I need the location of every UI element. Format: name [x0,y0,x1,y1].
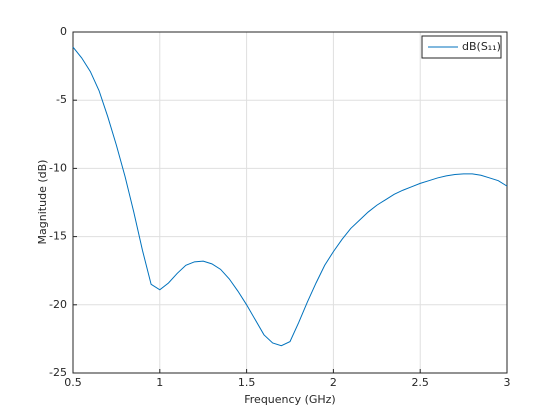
y-tick-label: 0 [60,25,67,38]
x-tick-label: 2 [330,376,337,389]
x-tick-label: 0.5 [64,376,82,389]
x-tick-label: 1.5 [238,376,256,389]
y-tick-label: -10 [49,161,67,174]
axes-box [72,31,508,374]
y-tick-label: -5 [56,93,67,106]
x-tick-label: 2.5 [411,376,429,389]
x-tick-label: 1 [156,376,163,389]
data-line [72,46,508,347]
y-tick-label: -20 [49,298,67,311]
y-tick-label: -25 [49,366,67,379]
plot-area [73,32,507,373]
y-tick-label: -15 [49,230,67,243]
legend-box [421,35,502,59]
legend-label: dB(S₁₁) [462,40,501,53]
x-axis-label: Frequency (GHz) [244,393,335,406]
x-tick-label: 3 [504,376,511,389]
y-axis-label: Magnitude (dB) [36,160,49,245]
